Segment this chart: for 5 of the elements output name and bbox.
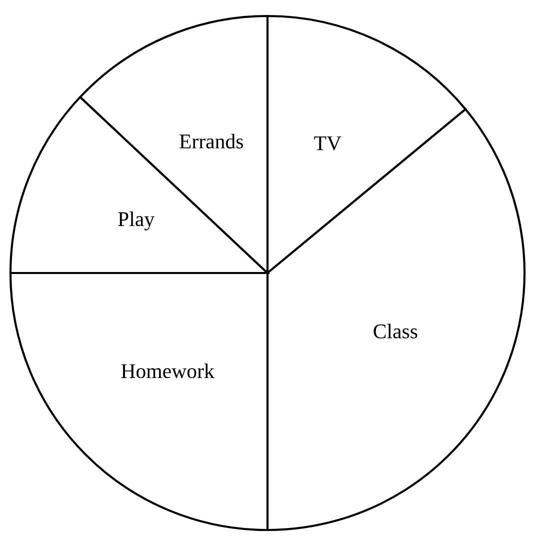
slice-label: Play xyxy=(118,211,155,230)
slice-label: Errands xyxy=(180,134,243,148)
slice-label: TV xyxy=(314,136,342,150)
slice-label: Homework xyxy=(121,364,214,378)
slice-label: Class xyxy=(374,324,418,338)
